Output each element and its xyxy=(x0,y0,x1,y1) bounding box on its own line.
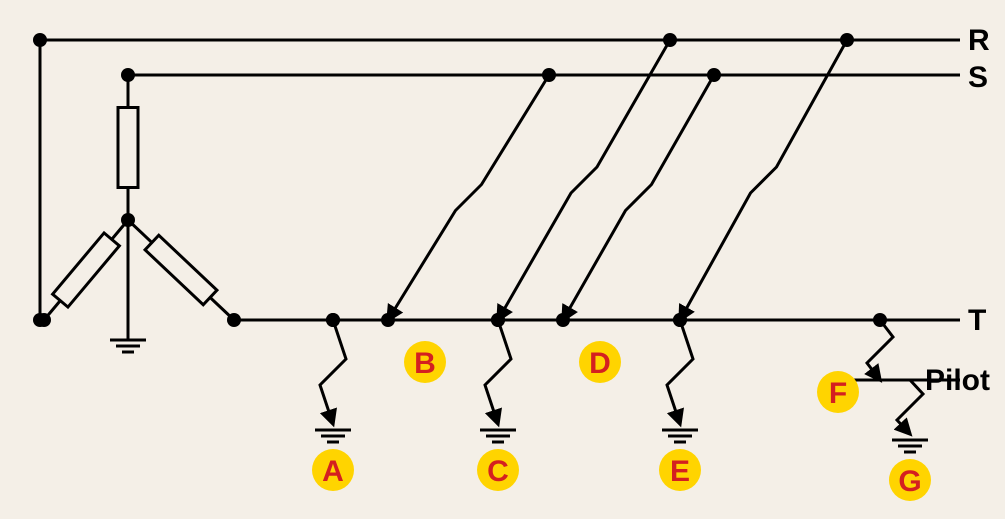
label-Pilot: Pilot xyxy=(925,364,990,397)
bottom-left-node xyxy=(33,313,47,327)
label-S: S xyxy=(968,61,988,94)
pilot-tap-F-top xyxy=(873,313,887,327)
svg-text:C: C xyxy=(487,455,509,488)
svg-text:E: E xyxy=(670,455,690,488)
fault-arrow xyxy=(563,75,714,320)
svg-text:D: D xyxy=(589,347,611,380)
ground-symbol xyxy=(110,340,146,352)
label-T: T xyxy=(968,304,986,337)
resistor xyxy=(118,108,138,188)
circuit-diagram: RS T Pilot A B C D E F G xyxy=(0,0,1005,519)
ground-symbol xyxy=(480,430,516,442)
tap-node-C xyxy=(491,313,505,327)
badge-C: C xyxy=(477,449,519,491)
fault-arrow xyxy=(667,320,693,424)
fault-arrow xyxy=(498,40,670,320)
svg-text:A: A xyxy=(322,455,344,488)
tap-node-E xyxy=(673,313,687,327)
branch-top-node xyxy=(840,33,854,47)
fault-arrow xyxy=(680,40,847,320)
branch-top-node xyxy=(707,68,721,82)
branch-bottom-node xyxy=(556,313,570,327)
resistor xyxy=(53,233,120,307)
wye-right-node xyxy=(227,313,241,327)
svg-text:G: G xyxy=(898,465,921,498)
fault-arrow xyxy=(320,320,346,424)
ground-symbol xyxy=(315,430,351,442)
svg-text:B: B xyxy=(414,347,436,380)
ground-symbol xyxy=(892,440,928,452)
resistor xyxy=(145,235,217,304)
ground-symbol xyxy=(662,430,698,442)
badge-F: F xyxy=(817,371,859,413)
badge-G: G xyxy=(889,459,931,501)
badge-A: A xyxy=(312,449,354,491)
label-R: R xyxy=(968,24,990,57)
branch-bottom-node xyxy=(381,313,395,327)
node-R-corner xyxy=(33,33,47,47)
fault-arrow xyxy=(485,320,511,424)
fault-arrow xyxy=(388,75,549,320)
branch-top-node xyxy=(542,68,556,82)
fault-arrow xyxy=(897,380,923,434)
badge-B: B xyxy=(404,341,446,383)
badge-D: D xyxy=(579,341,621,383)
tap-node-A xyxy=(326,313,340,327)
wye-top-node xyxy=(121,68,135,82)
branch-top-node xyxy=(663,33,677,47)
svg-text:F: F xyxy=(829,377,847,410)
badge-E: E xyxy=(659,449,701,491)
fault-arrow xyxy=(867,320,893,380)
